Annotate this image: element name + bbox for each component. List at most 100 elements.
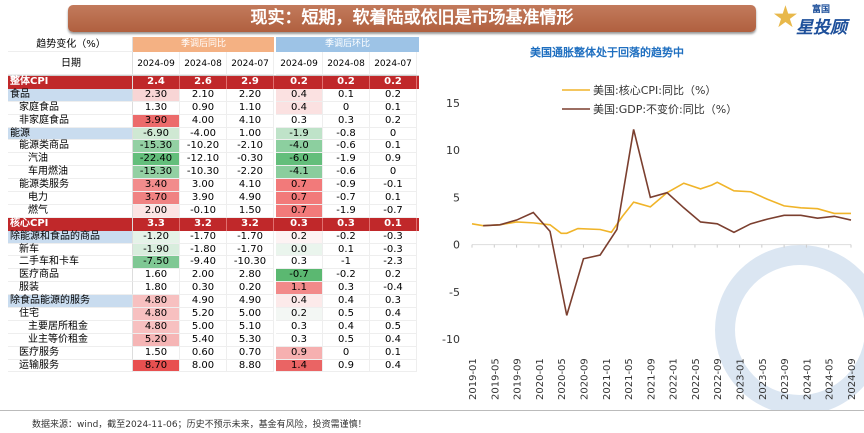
table-row: 车用燃油 -15.30 -10.30 -2.20 -4.1 -0.6 0: [8, 166, 419, 180]
table-cell: 0.90: [180, 101, 227, 115]
page-title: 现实：短期，软着陆或依旧是市场基准情形: [68, 5, 756, 32]
table-cell: 0.3: [276, 256, 323, 270]
x-tick-label: 2021-05: [624, 358, 635, 400]
table-cell: 0.9: [323, 359, 370, 373]
table-cell: 0.30: [180, 282, 227, 296]
date-header: 2024-07: [227, 52, 274, 75]
table-cell: 1.50: [133, 346, 180, 360]
table-cell: 0.0: [276, 243, 323, 257]
table-cell: 4.90: [180, 295, 227, 309]
table-cell: 0.2: [276, 76, 323, 89]
table-cell: 4.10: [227, 179, 274, 193]
table-cell: 0.7: [276, 192, 323, 205]
row-label: 核心CPI: [8, 217, 133, 231]
table-cell: 3.3: [133, 217, 180, 231]
table-cell: -0.7: [323, 192, 370, 205]
row-label: 燃气: [8, 204, 133, 218]
table-cell: 3.40: [133, 179, 180, 193]
y-tick-label: 15: [446, 97, 460, 110]
table-cell: 2.80: [227, 269, 274, 283]
table-cell: -0.1: [370, 179, 417, 193]
y-tick-label: 5: [453, 191, 460, 204]
table-cell: 1.1: [276, 282, 323, 296]
table-cell: 4.80: [133, 308, 180, 321]
row-label: 运输服务: [8, 359, 133, 373]
row-label: 非家庭食品: [8, 114, 133, 128]
table-cell: 0.2: [370, 88, 417, 102]
table-cell: -0.2: [323, 269, 370, 283]
table-cell: 3.90: [133, 114, 180, 128]
table-cell: -6.0: [276, 153, 323, 167]
table-cell: 0.4: [276, 88, 323, 102]
table-cell: -2.20: [227, 166, 274, 180]
x-tick-label: 2022-05: [691, 358, 702, 400]
table-cell: 0.1: [370, 192, 417, 205]
table-cell: 2.6: [180, 76, 227, 89]
table-cell: 0: [323, 101, 370, 115]
table-cell: -1.90: [133, 243, 180, 257]
table-row: 住宅 4.80 5.20 5.00 0.2 0.5 0.4: [8, 308, 419, 321]
date-header: 2024-09: [276, 52, 323, 75]
table-cell: 0.5: [370, 320, 417, 334]
table-body: 整体CPI 2.4 2.6 2.9 0.2 0.2 0.2 食品 2.30 2.10 2.20 0.4…: [8, 76, 419, 373]
row-label: 能源: [8, 127, 133, 141]
table-cell: -1.9: [323, 204, 370, 218]
table-cell: -7.50: [133, 256, 180, 270]
date-header: 2024-09: [133, 52, 180, 75]
table-cell: 2.10: [180, 88, 227, 102]
table-cell: -1.70: [180, 230, 227, 244]
watermark-logo: [715, 245, 864, 410]
table-row: 非家庭食品 3.90 4.00 4.10 0.3 0.3 0.2: [8, 114, 419, 128]
table-cell: 0.7: [276, 179, 323, 193]
x-tick-label: 2020-05: [557, 358, 568, 400]
table-cell: 0.4: [370, 359, 417, 373]
table-cell: 0.4: [370, 333, 417, 347]
table-cell: 3.00: [180, 179, 227, 193]
table-cell: -6.90: [133, 127, 180, 141]
table-cell: 3.2: [180, 217, 227, 231]
row-label: 食品: [8, 88, 133, 102]
table-cell: 1.60: [133, 269, 180, 283]
x-tick-label: 2021-09: [646, 358, 657, 400]
table-row: 除能源和食品的商品 -1.20 -1.70 -1.70 0.2 -0.2 -0.3: [8, 230, 419, 244]
row-label: 电力: [8, 192, 133, 205]
row-label: 能源类商品: [8, 140, 133, 154]
table-cell: -10.20: [180, 140, 227, 154]
table-cell: 5.40: [180, 333, 227, 347]
x-tick-label: 2023-01: [736, 358, 747, 400]
table-cell: 0.1: [370, 140, 417, 154]
table-cell: 0.4: [370, 308, 417, 321]
row-label: 家庭食品: [8, 101, 133, 115]
table-cell: 0.2: [370, 269, 417, 283]
table-cell: -0.10: [180, 204, 227, 218]
x-tick-label: 2024-05: [825, 358, 836, 400]
table-cell: 1.10: [227, 101, 274, 115]
legend-label: 美国:GDP:不变价:同比（%）: [593, 102, 737, 116]
table-cell: 0: [370, 166, 417, 180]
table-cell: 0.3: [323, 217, 370, 231]
table-cell: 1.30: [133, 101, 180, 115]
table-cell: -12.10: [180, 153, 227, 167]
series-line-core-cpi: [471, 181, 851, 235]
table-cell: 5.10: [227, 320, 274, 334]
table-cell: 0.5: [323, 308, 370, 321]
logo-main-text: 星投顾: [796, 18, 847, 38]
x-tick-label: 2020-01: [535, 358, 546, 400]
table-row: 电力 3.70 3.90 4.90 0.7 -0.7 0.1: [8, 192, 419, 205]
table-cell: 0.1: [370, 101, 417, 115]
table-cell: 0.20: [227, 282, 274, 296]
table-cell: 0.70: [227, 346, 274, 360]
date-header: 2024-07: [370, 52, 417, 75]
y-tick-label: 0: [453, 239, 460, 252]
table-cell: -15.30: [133, 140, 180, 154]
table-row: 新车 -1.90 -1.80 -1.70 0.0 0.1 -0.3: [8, 243, 419, 257]
table-header-groups: 趋势变化（%） 季调后同比 季调后环比: [8, 37, 419, 52]
row-label: 整体CPI: [8, 76, 133, 89]
table-cell: -0.7: [276, 269, 323, 283]
x-tick-label: 2020-09: [579, 358, 590, 400]
table-cell: 0.3: [276, 333, 323, 347]
table-row: 能源 -6.90 -4.00 1.00 -1.9 -0.8 0: [8, 127, 419, 141]
table-cell: -0.3: [370, 243, 417, 257]
legend-label: 美国:核心CPI:同比（%）: [593, 83, 716, 97]
table-row: 能源类商品 -15.30 -10.20 -2.10 -4.0 -0.6 0.1: [8, 140, 419, 154]
